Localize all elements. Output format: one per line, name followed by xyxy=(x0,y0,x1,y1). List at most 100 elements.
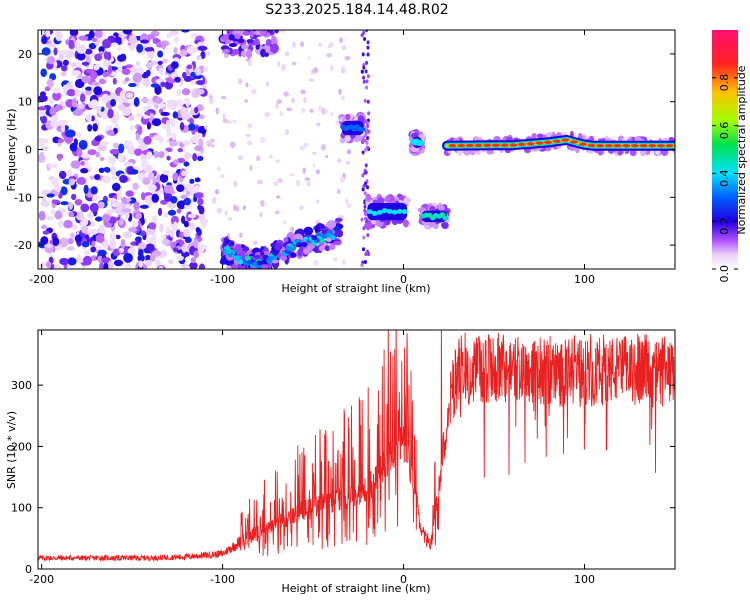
noise-speckle xyxy=(198,263,206,269)
noise-speckle xyxy=(158,108,164,114)
noise-speckle xyxy=(150,83,160,88)
noise-speckle xyxy=(45,261,52,269)
noise-speckle xyxy=(40,236,49,245)
noise-speckle xyxy=(182,71,187,79)
column-speckle xyxy=(365,30,369,33)
noise-speckle xyxy=(197,244,205,253)
noise-speckle xyxy=(70,232,75,239)
noise-speckle xyxy=(87,124,93,132)
noise-speckle xyxy=(337,188,341,195)
strong-line-peak xyxy=(483,143,492,147)
noise-speckle xyxy=(157,207,163,217)
noise-speckle xyxy=(279,110,284,117)
noise-speckle xyxy=(217,166,221,172)
noise-speckle xyxy=(281,64,286,71)
noise-speckle xyxy=(80,161,85,166)
colorbar-tick-label: 0.6 xyxy=(718,122,731,140)
noise-speckle xyxy=(139,204,149,209)
snr-ytick-label: 100 xyxy=(11,502,32,515)
noise-speckle xyxy=(66,88,76,97)
noise-speckle xyxy=(70,62,77,68)
noise-speckle xyxy=(186,45,196,55)
snr-ytick-label: 300 xyxy=(11,379,32,392)
noise-speckle xyxy=(346,149,352,155)
noise-speckle xyxy=(125,140,134,148)
noise-speckle xyxy=(80,168,89,174)
noise-speckle xyxy=(39,146,50,151)
noise-speckle xyxy=(189,118,194,126)
noise-speckle xyxy=(167,79,176,84)
upper-cluster-speckle xyxy=(246,39,255,44)
noise-speckle xyxy=(44,243,54,248)
column-speckle xyxy=(365,120,369,125)
noise-speckle xyxy=(38,142,46,147)
noise-speckle xyxy=(51,177,60,187)
column-speckle xyxy=(361,150,365,155)
noise-speckle xyxy=(194,192,204,199)
noise-speckle xyxy=(277,177,283,184)
upper-cluster-speckle xyxy=(237,38,245,44)
blob-b-halo xyxy=(402,219,409,228)
noise-speckle xyxy=(244,99,249,103)
noise-speckle xyxy=(121,196,128,203)
noise-speckle xyxy=(179,122,185,131)
column-speckle xyxy=(364,69,368,74)
column-speckle xyxy=(364,163,368,168)
upper-cluster-speckle xyxy=(221,35,230,41)
noise-speckle xyxy=(158,103,167,108)
noise-speckle xyxy=(98,167,105,174)
lower-band-halo xyxy=(262,270,269,276)
noise-speckle xyxy=(146,121,151,130)
noise-speckle xyxy=(226,265,232,269)
blob-d-halo xyxy=(429,205,436,213)
noise-speckle xyxy=(61,71,67,77)
noise-speckle xyxy=(46,193,55,198)
noise-speckle xyxy=(309,108,314,114)
lower-band-halo xyxy=(283,237,289,243)
noise-speckle xyxy=(338,88,342,95)
noise-speckle xyxy=(94,106,102,111)
noise-speckle xyxy=(85,113,92,122)
noise-speckle xyxy=(60,186,68,196)
noise-speckle xyxy=(136,112,142,118)
upper-cluster-speckle xyxy=(234,30,241,35)
noise-speckle xyxy=(98,224,105,235)
noise-speckle xyxy=(160,199,168,205)
noise-speckle xyxy=(172,111,179,119)
column-speckle xyxy=(360,217,364,222)
noise-speckle xyxy=(160,111,170,117)
noise-speckle xyxy=(95,151,100,158)
noise-speckle xyxy=(76,254,81,264)
column-speckle xyxy=(366,99,370,104)
strong-line-peak xyxy=(665,144,674,148)
noise-speckle xyxy=(66,246,76,251)
noise-speckle xyxy=(134,148,143,156)
upper-cluster-speckle xyxy=(228,34,235,41)
noise-speckle xyxy=(112,77,117,85)
noise-speckle xyxy=(107,260,114,269)
lower-band-halo xyxy=(239,265,247,269)
noise-speckle xyxy=(176,254,184,261)
spectrogram-xlabel: Height of straight line (km) xyxy=(281,282,430,295)
noise-speckle xyxy=(172,172,179,181)
strong-line-peak xyxy=(656,144,665,148)
noise-speckle xyxy=(161,234,167,239)
noise-speckle xyxy=(315,169,320,175)
spectrogram-ytick-label: 20 xyxy=(18,48,32,61)
column-speckle xyxy=(366,185,370,190)
lower-band-halo xyxy=(252,268,254,269)
noise-speckle xyxy=(88,42,97,50)
lower-band-halo xyxy=(326,220,337,230)
blob-d-halo xyxy=(437,205,446,211)
noise-speckle xyxy=(260,199,265,207)
noise-speckle xyxy=(132,182,139,191)
noise-speckle xyxy=(76,132,82,138)
spectrogram-xtick-label: -200 xyxy=(29,273,54,286)
lower-band-core xyxy=(267,256,274,262)
noise-speckle xyxy=(161,42,166,50)
line-halo xyxy=(531,133,537,140)
noise-speckle xyxy=(47,56,56,65)
upper-cluster-speckle xyxy=(240,50,248,58)
noise-speckle xyxy=(338,37,344,44)
noise-speckle xyxy=(114,111,120,122)
